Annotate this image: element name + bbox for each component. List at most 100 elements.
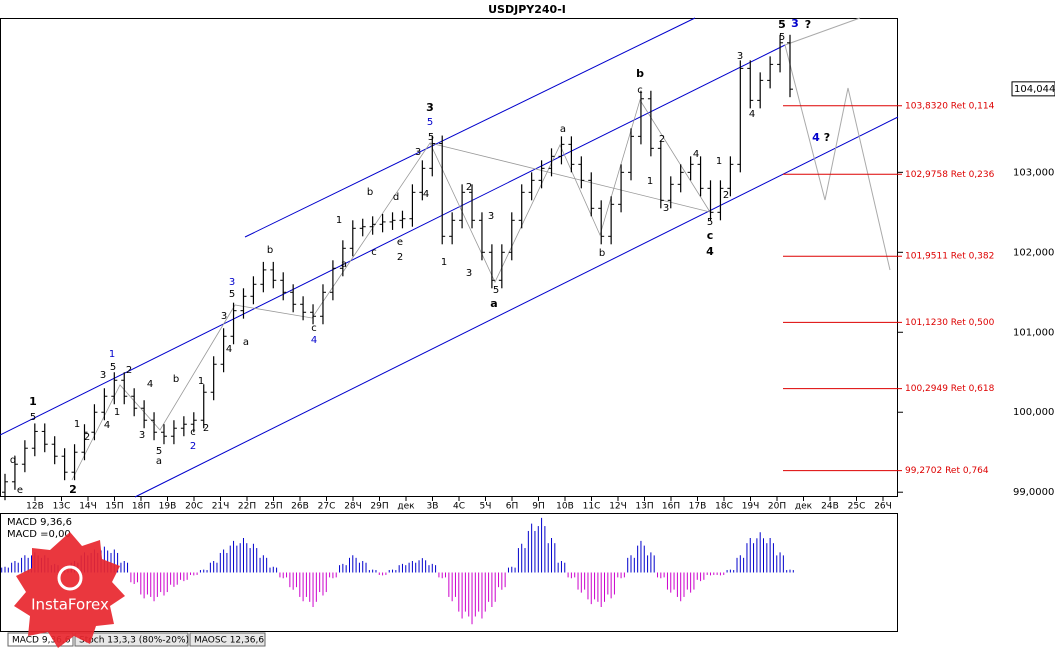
x-tick-label: 12Ч [609, 502, 627, 512]
wave-label: 2 [397, 252, 403, 263]
level-label: 103,8320 Ret 0,114 [905, 101, 995, 111]
tab-label: MAOSC 12,36,6 [194, 636, 264, 646]
x-tick-label: 19В [159, 502, 177, 512]
wave-label: b [636, 67, 644, 80]
x-tick-label: 6П [506, 502, 519, 512]
x-tick-label: 14Ч [79, 502, 97, 512]
x-tick-label: дек [397, 502, 415, 512]
projection [784, 17, 861, 46]
wave-label: 1 [647, 176, 653, 187]
wave-label: 5 [778, 18, 786, 31]
wave-label: 1 [336, 215, 342, 226]
x-tick-label: 9П [532, 502, 545, 512]
x-tick-label: 26Ч [874, 502, 892, 512]
wave-label: 3 [466, 268, 472, 279]
wave-label: 2 [126, 365, 132, 376]
x-tick-label: 13П [635, 502, 653, 512]
y-tick-label: 99,0000 [1013, 487, 1054, 498]
wave-label: 5 [427, 117, 433, 128]
wave-label: 5 [493, 285, 499, 296]
wave-label: c [637, 85, 643, 96]
x-tick-label: 18С [715, 502, 733, 512]
wave-label: 4 [749, 109, 755, 120]
wave-label: 1 [198, 376, 204, 387]
price-tag-label: 104,044 [1014, 84, 1055, 95]
level-label: 100,2949 Ret 0,618 [905, 384, 995, 394]
x-tick-label: 26В [291, 502, 309, 512]
x-tick-label: 22П [238, 502, 256, 512]
wave-label: 3 [737, 51, 743, 62]
tab-label: MACD 9,36,6 [12, 636, 71, 646]
wave-label: 1 [716, 156, 722, 167]
x-tick-label: дек [795, 502, 813, 512]
x-tick-label: 20С [185, 502, 203, 512]
y-tick-label: 102,000 [1013, 247, 1054, 258]
projection [784, 44, 891, 271]
y-tick-label: 100,000 [1013, 407, 1054, 418]
x-tick-label: 27С [318, 502, 336, 512]
wave-label: 2 [190, 441, 196, 452]
x-tick-label: 29П [370, 502, 388, 512]
wave-label: d [10, 455, 16, 466]
x-tick-label: 10В [556, 502, 574, 512]
wave-label: 1 [109, 349, 115, 360]
x-tick-label: 4С [453, 502, 465, 512]
x-tick-label: 17В [689, 502, 707, 512]
x-tick-label: 16П [662, 502, 680, 512]
wave-label: 4 [423, 189, 429, 200]
wave-label: 2 [466, 182, 472, 193]
wave-label: 5 [156, 446, 162, 457]
wave-label: 3 [100, 370, 106, 381]
tab [189, 632, 266, 647]
price-tag [1011, 81, 1055, 97]
wave-label: c [707, 229, 714, 242]
x-tick-label: 3В [427, 502, 439, 512]
wave-label: b [367, 187, 373, 198]
x-tick-label: 21Ч [212, 502, 230, 512]
wave-label: a [341, 259, 347, 270]
level-label: 101,1230 Ret 0,500 [905, 318, 995, 328]
wave-label: a [560, 124, 566, 135]
x-tick-label: 25С [848, 502, 866, 512]
wave-label: 5 [229, 289, 235, 300]
wave-label: e [397, 237, 403, 248]
wave-label: 4 [706, 245, 714, 258]
wave-label: 5 [428, 132, 434, 143]
indicator-label: MACD 9,36,6 [7, 517, 72, 528]
wave-label: 2 [723, 190, 729, 201]
wave-label: 2 [84, 432, 90, 443]
wave-label: 5 [707, 217, 713, 228]
logo-text: InstaForex [31, 596, 109, 614]
wave-label: 3 [663, 203, 669, 214]
wave-label: ? [824, 131, 830, 144]
chart-title: USDJPY240-I [488, 3, 566, 16]
main-panel [0, 18, 898, 497]
wave-label: 4 [147, 379, 153, 390]
wave-label: 2 [69, 483, 77, 496]
wave-label: c [190, 427, 196, 438]
x-tick-label: 25П [264, 502, 282, 512]
wave-label: 1 [74, 419, 80, 430]
wave-label: 4 [812, 131, 820, 144]
level-label: 101,9511 Ret 0,382 [905, 252, 994, 262]
wave-label: 1 [441, 257, 447, 268]
wave-label: d [393, 192, 399, 203]
channel-line [0, 44, 786, 436]
x-tick-label: 11С [583, 502, 601, 512]
logo: InstaForex [14, 532, 125, 648]
x-tick-label: 12В [26, 502, 44, 512]
level-label: 102,9758 Ret 0,236 [905, 170, 995, 180]
x-tick-label: 28Ч [344, 502, 362, 512]
wave-label: 4 [693, 149, 699, 160]
wave-label: 3 [791, 17, 799, 30]
wave-label: c [311, 323, 317, 334]
tab [74, 632, 189, 647]
wave-label: 1 [114, 407, 120, 418]
wave-label: 4 [226, 344, 232, 355]
level-label: 99,2702 Ret 0,764 [905, 466, 989, 476]
y-tick-label: 101,000 [1013, 327, 1054, 338]
wave-label: b [599, 248, 605, 259]
wave-label: 2 [659, 134, 665, 145]
x-tick-label: 19Ч [742, 502, 760, 512]
